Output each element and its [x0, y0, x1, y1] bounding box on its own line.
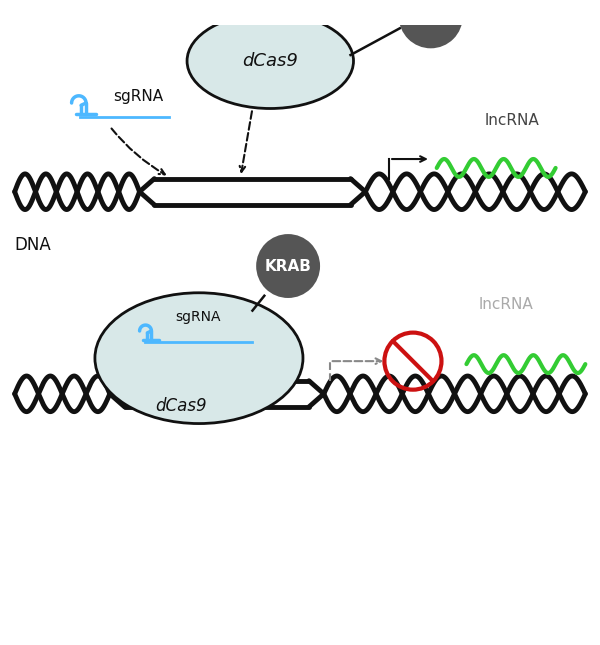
Text: sgRNA: sgRNA	[113, 89, 163, 104]
Text: DNA: DNA	[14, 236, 52, 254]
Text: lncRNA: lncRNA	[478, 297, 533, 312]
Circle shape	[400, 0, 461, 47]
Text: dCas9: dCas9	[155, 397, 207, 415]
Text: sgRNA: sgRNA	[175, 310, 221, 324]
Ellipse shape	[95, 293, 303, 424]
Text: lncRNA: lncRNA	[484, 113, 539, 128]
Text: KRAB: KRAB	[407, 9, 454, 24]
Circle shape	[257, 235, 319, 297]
Text: dCas9: dCas9	[242, 52, 298, 70]
Text: KRAB: KRAB	[265, 259, 311, 273]
Ellipse shape	[187, 14, 353, 108]
